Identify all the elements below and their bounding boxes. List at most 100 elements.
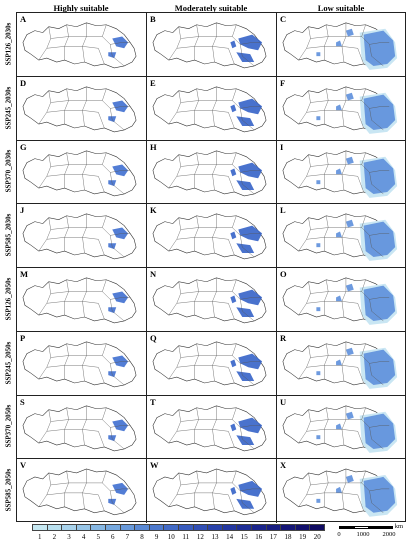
internal-border [361, 407, 366, 420]
map-panel: T [147, 395, 277, 460]
internal-border [298, 26, 311, 61]
internal-border [369, 491, 384, 514]
internal-border [180, 163, 233, 167]
region-outline [22, 404, 137, 451]
internal-border [212, 341, 217, 381]
internal-border [168, 90, 181, 124]
suitability-area [345, 28, 354, 37]
row-label: SSP126_2030s [0, 12, 16, 76]
suitability-area [230, 359, 237, 368]
internal-border [110, 171, 125, 194]
internal-border [180, 227, 233, 230]
internal-border [361, 355, 390, 364]
internal-border [298, 473, 311, 508]
internal-border [298, 281, 311, 316]
legend-swatch [104, 524, 121, 531]
map-panel: Q [147, 331, 277, 396]
map-panel: A [17, 13, 147, 77]
internal-border [176, 492, 229, 496]
legend-swatch [221, 524, 238, 531]
region-map [152, 149, 267, 196]
column-header-highly: Highly suitable [53, 3, 109, 13]
map-panel: I [277, 141, 405, 205]
internal-border [50, 418, 103, 422]
map-panel: S [17, 395, 147, 460]
region-map [152, 277, 267, 324]
row-label: SSP126_2050s [0, 267, 16, 331]
internal-border [240, 44, 255, 67]
internal-border [194, 152, 199, 188]
internal-border [361, 163, 390, 173]
internal-border [369, 299, 384, 322]
internal-border [369, 44, 384, 67]
internal-border [341, 469, 347, 510]
legend-label: 8 [140, 533, 144, 541]
internal-border [240, 299, 255, 322]
map-panel: G [17, 140, 147, 205]
region-outline [22, 86, 137, 132]
suitability-area [230, 422, 237, 431]
region-map [152, 22, 267, 69]
suitability-area [336, 295, 342, 302]
internal-border [212, 277, 217, 318]
map-panel: J [17, 204, 147, 268]
internal-border [110, 44, 125, 67]
internal-border [46, 301, 99, 304]
row-label: SSP585_2030s [0, 203, 16, 267]
internal-border [194, 343, 199, 379]
internal-border [212, 469, 217, 510]
internal-border [232, 483, 261, 492]
suitability-area [112, 483, 129, 496]
internal-border [82, 277, 87, 318]
suitability-area [345, 347, 354, 356]
internal-border [341, 277, 347, 318]
internal-border [212, 150, 217, 190]
suitability-area [230, 104, 237, 113]
region-outline [22, 22, 137, 69]
internal-border [212, 22, 217, 63]
internal-border [232, 152, 237, 165]
internal-border [310, 482, 362, 486]
map-panel: E [147, 76, 277, 141]
internal-border [310, 355, 362, 358]
map-panel: C [277, 13, 405, 77]
internal-border [324, 279, 329, 316]
region-map [152, 404, 267, 451]
row-label-text: SSP126_2050s [4, 277, 13, 321]
internal-border [232, 227, 261, 236]
suitability-area [238, 481, 263, 498]
internal-border [357, 48, 364, 65]
suitability-area [336, 359, 342, 366]
region-outline [22, 213, 137, 260]
internal-border [361, 279, 366, 292]
panel-letter: N [150, 269, 157, 279]
suitability-area [363, 30, 396, 66]
panel-letter: X [280, 460, 287, 471]
internal-border [64, 215, 69, 252]
internal-border [310, 36, 362, 39]
row-label-text: SSP370_2030s [4, 149, 13, 193]
internal-border [102, 88, 107, 101]
internal-border [357, 303, 364, 320]
internal-border [341, 405, 347, 445]
internal-border [98, 111, 105, 128]
internal-border [180, 36, 233, 39]
internal-border [361, 343, 366, 356]
legend-swatch [119, 524, 136, 531]
internal-border [180, 355, 233, 358]
legend-label: 4 [81, 533, 86, 541]
row-label-text: SSP245_2030s [4, 86, 13, 130]
internal-border [306, 364, 358, 368]
internal-border [298, 409, 311, 443]
internal-border [38, 281, 51, 316]
internal-border [194, 24, 199, 61]
region-map [22, 213, 137, 260]
region-map [22, 341, 137, 387]
internal-border [369, 235, 384, 258]
internal-border [369, 426, 384, 449]
map-panel: N [147, 268, 277, 332]
internal-border [64, 407, 69, 443]
internal-border [102, 152, 107, 165]
legend-label: 9 [154, 533, 159, 541]
legend-swatch [294, 524, 311, 531]
